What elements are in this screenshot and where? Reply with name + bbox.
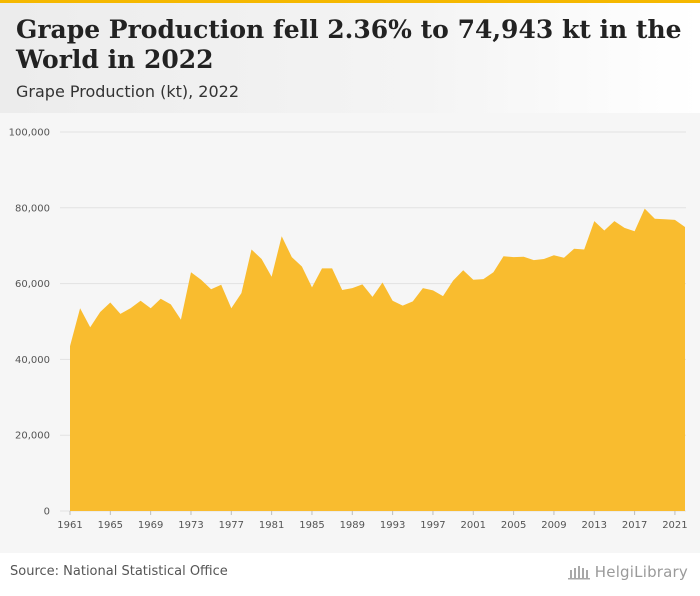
data-point-2021[interactable] — [672, 217, 677, 222]
data-point-1974[interactable] — [199, 277, 204, 282]
logo-text: HelgiLibrary — [594, 563, 688, 581]
data-point-1998[interactable] — [441, 294, 446, 299]
data-point-2016[interactable] — [622, 225, 627, 230]
data-point-2000[interactable] — [461, 268, 466, 273]
x-axis: 1961 1965 1969 1973 1977 1981 1985 1989 1993 1997… — [57, 511, 688, 531]
data-point-2004[interactable] — [501, 254, 506, 259]
data-point-1991[interactable] — [370, 294, 375, 299]
x-tick-label: 2013 — [582, 520, 607, 531]
data-point-2017[interactable] — [632, 229, 637, 234]
data-point-1977[interactable] — [229, 306, 234, 311]
source-note: Source: National Statistical Office — [10, 564, 228, 579]
data-point-2015[interactable] — [612, 219, 617, 224]
data-point-1975[interactable] — [209, 287, 214, 292]
data-point-2010[interactable] — [562, 255, 567, 260]
y-tick-label: 20,000 — [15, 431, 50, 442]
data-point-1969[interactable] — [148, 306, 153, 311]
accent-bar — [0, 0, 700, 3]
data-point-2012[interactable] — [582, 247, 587, 252]
x-tick-label: 1989 — [340, 520, 365, 531]
data-point-1999[interactable] — [451, 278, 456, 283]
data-point-1997[interactable] — [431, 288, 436, 293]
data-point-2007[interactable] — [531, 258, 536, 263]
x-tick-label: 1977 — [219, 520, 244, 531]
data-point-1986[interactable] — [320, 266, 325, 271]
data-point-1985[interactable] — [310, 285, 315, 290]
x-tick-label: 2021 — [662, 520, 687, 531]
x-tick-label: 1981 — [259, 520, 284, 531]
x-tick-label: 1969 — [138, 520, 163, 531]
data-point-1980[interactable] — [259, 257, 264, 262]
x-tick-label: 1985 — [299, 520, 324, 531]
data-point-1972[interactable] — [178, 317, 183, 322]
data-point-1966[interactable] — [118, 311, 123, 316]
data-point-1970[interactable] — [158, 296, 163, 301]
x-tick-label: 2001 — [461, 520, 486, 531]
production-area — [70, 208, 685, 511]
chart-header: Grape Production fell 2.36% to 74,943 kt… — [0, 3, 700, 113]
x-tick-label: 2005 — [501, 520, 526, 531]
data-point-1979[interactable] — [249, 247, 254, 252]
library-icon — [567, 566, 590, 580]
data-point-2011[interactable] — [572, 246, 577, 251]
data-point-2009[interactable] — [551, 253, 556, 258]
data-point-1984[interactable] — [299, 264, 304, 269]
data-point-2002[interactable] — [481, 277, 486, 282]
y-tick-label: 80,000 — [15, 203, 50, 214]
data-point-1996[interactable] — [420, 286, 425, 291]
data-point-1976[interactable] — [219, 282, 224, 287]
helgi-library-logo[interactable]: HelgiLibrary — [567, 563, 688, 581]
data-point-1981[interactable] — [269, 274, 274, 279]
data-point-2008[interactable] — [541, 257, 546, 262]
data-point-1982[interactable] — [279, 234, 284, 239]
data-point-1971[interactable] — [168, 302, 173, 307]
chart-subtitle: Grape Production (kt), 2022 — [16, 82, 239, 101]
chart-footer: Source: National Statistical Office Helg… — [0, 553, 700, 596]
data-point-1989[interactable] — [350, 286, 355, 291]
y-tick-label: 0 — [44, 507, 50, 518]
data-point-2019[interactable] — [652, 216, 657, 221]
data-point-1961[interactable] — [68, 344, 73, 349]
y-tick-label: 60,000 — [15, 279, 50, 290]
data-point-2006[interactable] — [521, 254, 526, 259]
data-point-2001[interactable] — [471, 277, 476, 282]
data-point-1993[interactable] — [390, 298, 395, 303]
data-point-1988[interactable] — [340, 288, 345, 293]
data-point-1983[interactable] — [289, 255, 294, 260]
x-tick-label: 2009 — [541, 520, 566, 531]
data-point-1967[interactable] — [128, 306, 133, 311]
data-point-2005[interactable] — [511, 255, 516, 260]
data-point-1978[interactable] — [239, 291, 244, 296]
data-area — [68, 206, 688, 511]
x-tick-label: 1965 — [98, 520, 123, 531]
x-tick-label: 1993 — [380, 520, 405, 531]
data-point-1962[interactable] — [78, 306, 83, 311]
data-point-2013[interactable] — [592, 219, 597, 224]
chart-title: Grape Production fell 2.36% to 74,943 kt… — [16, 15, 682, 74]
x-tick-label: 1961 — [57, 520, 82, 531]
data-point-1995[interactable] — [410, 299, 415, 304]
data-point-1965[interactable] — [108, 300, 113, 305]
data-point-1973[interactable] — [189, 270, 194, 275]
data-point-1964[interactable] — [98, 310, 103, 315]
data-point-2020[interactable] — [662, 217, 667, 222]
x-tick-label: 1997 — [420, 520, 445, 531]
data-point-2003[interactable] — [491, 270, 496, 275]
y-tick-label: 100,000 — [9, 128, 50, 139]
data-point-2014[interactable] — [602, 228, 607, 233]
x-tick-label: 1973 — [178, 520, 203, 531]
data-point-1994[interactable] — [400, 303, 405, 308]
data-point-1968[interactable] — [138, 298, 143, 303]
data-point-1990[interactable] — [360, 282, 365, 287]
data-point-1963[interactable] — [88, 325, 93, 330]
data-point-2022[interactable] — [683, 225, 688, 230]
data-point-1992[interactable] — [380, 280, 385, 285]
x-tick-label: 2017 — [622, 520, 647, 531]
data-point-1987[interactable] — [330, 266, 335, 271]
y-axis: 0 20,000 40,000 60,000 80,000 100,000 — [9, 128, 50, 518]
y-tick-label: 40,000 — [15, 355, 50, 366]
data-point-2018[interactable] — [642, 206, 647, 211]
